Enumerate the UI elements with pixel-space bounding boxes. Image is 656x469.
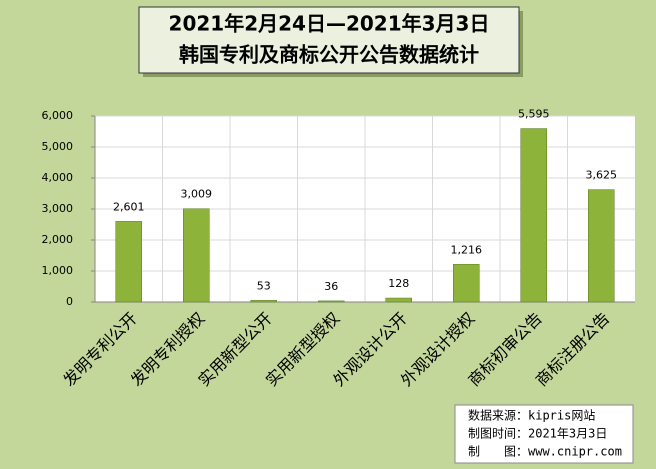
y-tick-label: 2,000 (42, 233, 74, 246)
source-line: 数据来源：kipris网站 (468, 408, 595, 423)
value-label: 3,625 (586, 169, 618, 182)
value-label: 1,216 (451, 243, 483, 256)
y-tick-label: 4,000 (42, 171, 74, 184)
bar (318, 300, 345, 303)
bar (385, 297, 412, 303)
value-label: 3,009 (181, 188, 213, 201)
source-line: 制 图：www.cnipr.com (468, 445, 622, 459)
bar (250, 300, 277, 303)
bar (183, 208, 210, 303)
bar (588, 189, 615, 303)
source-box (454, 404, 634, 464)
y-tick-label: 1,000 (42, 264, 74, 277)
source-line: 制图时间：2021年3月3日 (468, 427, 607, 441)
value-label: 128 (388, 277, 409, 290)
chart-title: 2021年2月24日—2021年3月3日 (169, 12, 490, 36)
y-tick-label: 6,000 (42, 109, 74, 122)
value-label: 5,595 (518, 108, 550, 121)
y-tick-label: 3,000 (42, 202, 74, 215)
bar (453, 264, 480, 303)
value-label: 36 (324, 280, 338, 293)
y-tick-label: 0 (66, 295, 73, 308)
bar (520, 128, 547, 303)
title-box (138, 6, 520, 74)
value-label: 2,601 (113, 200, 145, 213)
bar (115, 221, 142, 303)
y-tick-label: 5,000 (42, 140, 74, 153)
chart-subtitle: 韩国专利及商标公开公告数据统计 (179, 43, 479, 67)
value-label: 53 (257, 279, 271, 292)
